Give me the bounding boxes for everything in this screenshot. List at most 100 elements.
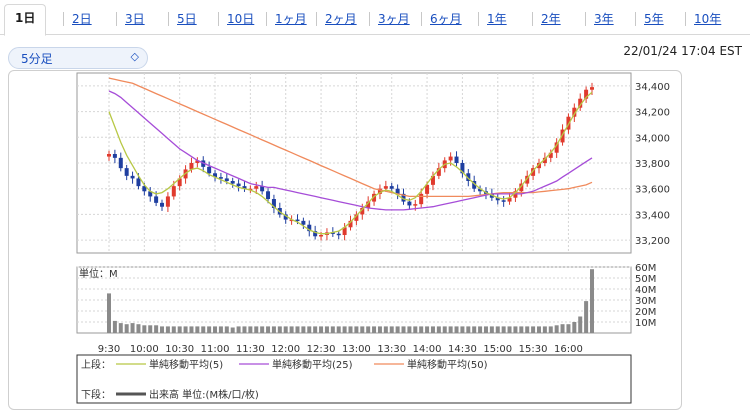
- interval-select-value: 5分足: [21, 52, 53, 66]
- x-tick-label: 13:30: [377, 344, 406, 355]
- timestamp: 22/01/24 17:04 EST: [623, 44, 742, 58]
- up-down-caret-icon: ◇: [130, 50, 139, 63]
- volume-bar: [501, 326, 506, 333]
- volume-bar: [183, 326, 188, 333]
- candle-down: [401, 193, 406, 202]
- volume-bar: [554, 325, 559, 333]
- tab-11[interactable]: 2年: [541, 12, 561, 26]
- volume-bar: [372, 326, 377, 333]
- tab-5[interactable]: 10日: [227, 12, 255, 26]
- volume-bar: [254, 326, 259, 333]
- candle-down: [466, 173, 471, 181]
- interval-select[interactable]: 5分足 ◇: [8, 47, 148, 69]
- candle-down: [271, 199, 276, 208]
- volume-bar: [189, 326, 194, 333]
- tab-separator: [266, 12, 267, 26]
- x-tick-label: 11:00: [201, 344, 230, 355]
- tab-separator: [63, 12, 64, 26]
- candle-down: [295, 219, 300, 222]
- x-tick-label: 15:30: [519, 344, 548, 355]
- volume-bar: [360, 326, 365, 333]
- price-y-tick-label: 33,400: [635, 210, 670, 221]
- legend-upper-label: 上段：: [81, 358, 111, 371]
- candle-up: [548, 152, 553, 158]
- volume-bar: [154, 325, 159, 333]
- x-tick-label: 14:00: [413, 344, 442, 355]
- tab-separator: [168, 12, 169, 26]
- price-y-tick-label: 33,800: [635, 159, 670, 170]
- candle-up: [525, 175, 530, 184]
- candle-down: [407, 201, 412, 206]
- candle-up: [542, 157, 547, 163]
- candle-up: [195, 160, 200, 163]
- candle-down: [454, 156, 459, 163]
- volume-bar: [448, 326, 453, 333]
- x-tick-label: 9:30: [98, 344, 120, 355]
- tab-13[interactable]: 5年: [644, 12, 664, 26]
- volume-bar: [230, 327, 235, 333]
- tab-separator: [421, 12, 422, 26]
- candle-up: [430, 175, 435, 185]
- candle-up: [536, 163, 541, 169]
- volume-y-tick-label: 50M: [635, 274, 656, 285]
- tab-12[interactable]: 3年: [594, 12, 614, 26]
- volume-y-tick-label: 40M: [635, 285, 656, 296]
- x-tick-label: 12:30: [307, 344, 336, 355]
- price-y-tick-label: 34,000: [635, 133, 670, 144]
- price-y-tick-label: 33,600: [635, 185, 670, 196]
- tab-4[interactable]: 5日: [177, 12, 197, 26]
- tab-8[interactable]: 3ヶ月: [378, 12, 410, 26]
- candle-down: [218, 177, 223, 179]
- volume-bar: [218, 326, 223, 333]
- volume-bar: [289, 326, 294, 333]
- candle-down: [283, 214, 288, 220]
- volume-bar: [519, 326, 524, 333]
- volume-bar: [319, 326, 324, 333]
- candle-up: [107, 154, 111, 157]
- tab-7[interactable]: 2ヶ月: [325, 12, 357, 26]
- tab-3[interactable]: 3日: [125, 12, 145, 26]
- candle-down: [148, 191, 153, 197]
- candle-up: [519, 183, 524, 192]
- tab-6[interactable]: 1ヶ月: [275, 12, 307, 26]
- legend-ma5-label: 単純移動平均(5): [149, 358, 223, 371]
- volume-bar: [525, 326, 530, 333]
- volume-bar: [413, 326, 418, 333]
- x-tick-label: 14:30: [448, 344, 477, 355]
- candle-down: [330, 232, 335, 234]
- x-tick-label: 12:00: [271, 344, 300, 355]
- candle-up: [165, 196, 170, 207]
- tab-9[interactable]: 6ヶ月: [430, 12, 462, 26]
- volume-bar: [260, 326, 265, 333]
- volume-bar: [271, 326, 276, 333]
- volume-bar: [430, 326, 435, 333]
- tab-10[interactable]: 1年: [487, 12, 507, 26]
- volume-y-tick-label: 20M: [635, 307, 656, 318]
- candle-up: [254, 186, 259, 189]
- volume-bar: [489, 326, 494, 333]
- tab-separator: [635, 12, 636, 26]
- volume-bar: [572, 322, 577, 333]
- tab-2[interactable]: 2日: [72, 12, 92, 26]
- candle-down: [130, 175, 135, 179]
- candle-up: [366, 201, 371, 208]
- volume-bar: [207, 326, 212, 333]
- tab-14[interactable]: 10年: [694, 12, 722, 26]
- volume-bar: [242, 326, 247, 333]
- legend-ma25-label: 単純移動平均(25): [272, 358, 353, 371]
- tab-separator: [685, 12, 686, 26]
- volume-bar: [566, 324, 571, 333]
- volume-bar: [130, 323, 135, 333]
- volume-bar: [507, 326, 512, 333]
- candle-up: [507, 197, 512, 202]
- candle-down: [260, 186, 265, 192]
- volume-bar: [201, 326, 206, 333]
- volume-bar: [342, 326, 347, 333]
- candle-down: [501, 200, 506, 202]
- candle-down: [460, 163, 465, 174]
- candle-up: [289, 219, 294, 222]
- candle-down: [236, 183, 241, 187]
- volume-bar: [366, 326, 371, 333]
- chart-panel: 33,200 33,400 33,600 33,800 34,000 34,200 34,4…: [8, 70, 682, 410]
- tab-1[interactable]: 1日: [4, 4, 47, 36]
